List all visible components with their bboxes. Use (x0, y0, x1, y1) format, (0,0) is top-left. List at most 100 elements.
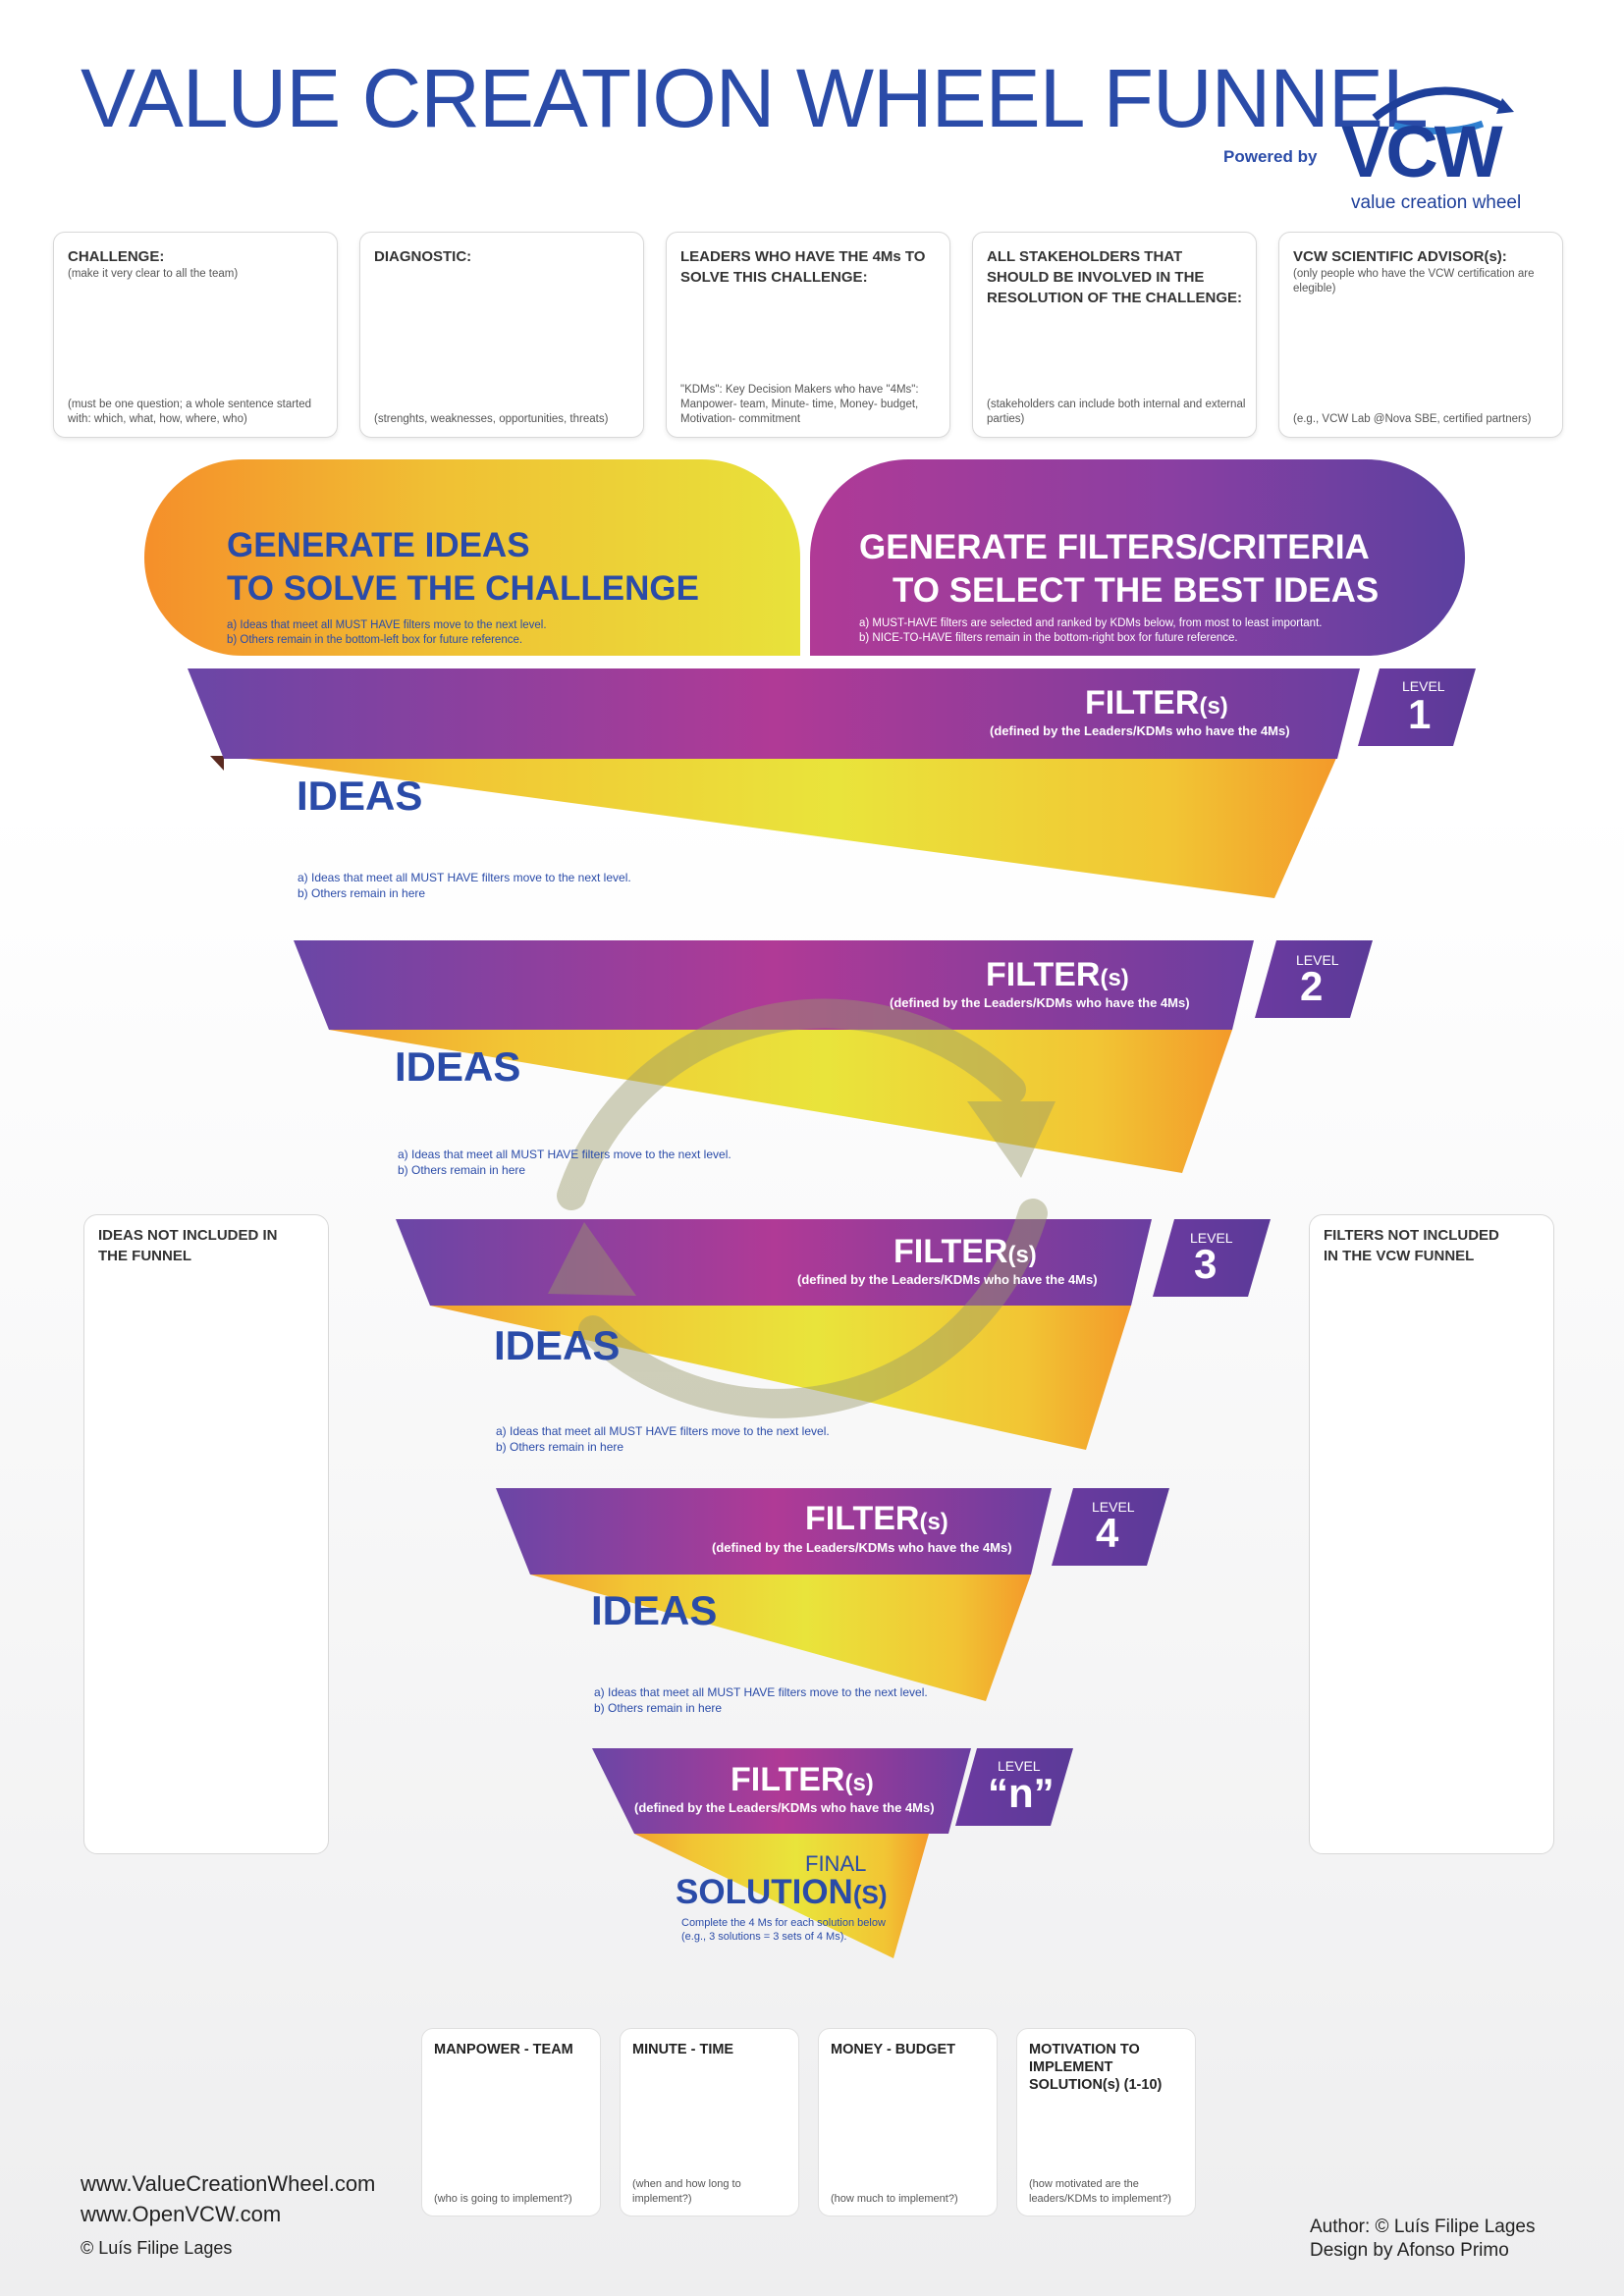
note-a: a) MUST-HAVE filters are selected and ra… (859, 616, 1323, 629)
box-title: MOTIVATION TO IMPLEMENT SOLUTION(s) (1-1… (1029, 2042, 1163, 2094)
diagnostic-box[interactable]: DIAGNOSTIC: (strenghts, weaknesses, oppo… (359, 232, 644, 438)
money-box[interactable]: MONEY - BUDGET (how much to implement?) (818, 2028, 998, 2216)
ideas-title-2: IDEAS (395, 1043, 521, 1090)
solution-word: SOLUTION (676, 1873, 853, 1911)
filter-word: FILTER (805, 1500, 920, 1537)
website-link-2[interactable]: www.OpenVCW.com (81, 2202, 282, 2226)
level-label-4: LEVEL (1092, 1499, 1135, 1515)
logo-subtitle: value creation wheel (1351, 192, 1522, 213)
challenge-box[interactable]: CHALLENGE: (make it very clear to all th… (53, 232, 338, 438)
filter-suffix: (s) (844, 1770, 874, 1796)
level-tab-2 (1255, 940, 1373, 1018)
note-b: b) Others remain in the bottom-left box … (227, 634, 523, 647)
box-title: VCW SCIENTIFIC ADVISOR(s): (1293, 248, 1507, 265)
level-number-2: 2 (1300, 963, 1324, 1009)
final-label: FINAL (805, 1851, 867, 1876)
level-label-n: LEVEL (998, 1758, 1041, 1774)
ideas-trapezoid-3 (430, 1306, 1131, 1450)
note-a: Complete the 4 Ms for each solution belo… (681, 1917, 886, 1929)
page-title: VALUE CREATION WHEEL FUNNEL (81, 52, 1429, 144)
generate-filters-line2: TO SELECT THE BEST IDEAS (893, 570, 1380, 610)
level-tab-4 (1052, 1488, 1169, 1566)
ideas-notes-1: a) Ideas that meet all MUST HAVE filters… (298, 870, 631, 901)
generate-ideas-panel: GENERATE IDEAS TO SOLVE THE CHALLENGE a)… (144, 459, 800, 656)
filter-word: FILTER (893, 1233, 1008, 1270)
filter-bar-1 (188, 668, 1360, 759)
generate-ideas-line1: GENERATE IDEAS (227, 526, 530, 564)
filters-not-included-box[interactable]: FILTERS NOT INCLUDED IN THE VCW FUNNEL (1309, 1214, 1554, 1854)
box-title: MONEY - BUDGET (831, 2042, 956, 2057)
note-a: a) Ideas that meet all MUST HAVE filters… (227, 618, 547, 631)
solution-notes: Complete the 4 Ms for each solution belo… (681, 1916, 886, 1945)
filter-title-2: FILTER(s) (986, 958, 1129, 991)
ideas-not-included-box[interactable]: IDEAS NOT INCLUDED IN THE FUNNEL (83, 1214, 329, 1854)
box-hint: (strenghts, weaknesses, opportunities, t… (374, 413, 609, 426)
note-b: b) Others remain in here (298, 886, 426, 901)
box-subtitle: (make it very clear to all the team) (68, 268, 239, 280)
generate-filters-line1: GENERATE FILTERS/CRITERIA (859, 528, 1370, 566)
generate-filters-notes: a) MUST-HAVE filters are selected and ra… (859, 616, 1465, 647)
box-hint: (when and how long to implement?) (632, 2178, 741, 2205)
box-title: CHALLENGE: (68, 248, 165, 265)
box-title: LEADERS WHO HAVE THE 4Ms TO SOLVE THIS C… (680, 248, 926, 286)
filter-defined-1: (defined by the Leaders/KDMs who have th… (990, 723, 1290, 738)
filter-bar-2 (294, 940, 1254, 1030)
note-b: b) NICE-TO-HAVE filters remain in the bo… (859, 632, 1238, 645)
filter-word: FILTER (731, 1761, 845, 1798)
filter-title-3: FILTER(s) (893, 1235, 1037, 1268)
filter-defined-n: (defined by the Leaders/KDMs who have th… (634, 1800, 935, 1815)
level-tab-1 (1358, 668, 1476, 746)
box-title: IDEAS NOT INCLUDED IN THE FUNNEL (98, 1227, 278, 1264)
filter-bar-n (592, 1748, 971, 1834)
level-label-1: LEVEL (1402, 678, 1445, 694)
level-tab-n (955, 1748, 1073, 1826)
filter-defined-4: (defined by the Leaders/KDMs who have th… (712, 1540, 1012, 1555)
copyright: © Luís Filipe Lages (81, 2238, 233, 2258)
logo-swoosh-icon (1372, 86, 1514, 134)
filter-bar-3 (396, 1219, 1152, 1306)
ideas-notes-2: a) Ideas that meet all MUST HAVE filters… (398, 1147, 731, 1178)
filter-word: FILTER (1085, 684, 1200, 721)
filter-bar-shadow-1 (210, 756, 224, 771)
note-a: a) Ideas that meet all MUST HAVE filters… (594, 1685, 928, 1699)
motivation-box[interactable]: MOTIVATION TO IMPLEMENT SOLUTION(s) (1-1… (1016, 2028, 1196, 2216)
level-tab-3 (1153, 1219, 1271, 1297)
solution-trapezoid (634, 1834, 929, 1958)
solution-suffix: (S) (852, 1880, 888, 1909)
note-b: b) Others remain in here (594, 1701, 723, 1716)
filter-title-1: FILTER(s) (1085, 686, 1228, 720)
note-a: a) Ideas that meet all MUST HAVE filters… (398, 1148, 731, 1161)
note-b: b) Others remain in here (496, 1440, 624, 1455)
box-title: MANPOWER - TEAM (434, 2042, 573, 2057)
box-subtitle: (only people who have the VCW certificat… (1293, 268, 1535, 294)
level-label-2: LEVEL (1296, 952, 1339, 968)
filter-title-4: FILTER(s) (805, 1502, 948, 1535)
level-label-3: LEVEL (1190, 1230, 1233, 1246)
cycle-arrow-icon (548, 998, 1056, 1418)
minute-box[interactable]: MINUTE - TIME (when and how long to impl… (620, 2028, 799, 2216)
filter-defined-2: (defined by the Leaders/KDMs who have th… (890, 995, 1190, 1010)
ideas-title-1: IDEAS (297, 773, 423, 819)
filter-title-n: FILTER(s) (731, 1763, 874, 1796)
level-number-1: 1 (1408, 691, 1432, 737)
ideas-trapezoid-2 (329, 1030, 1232, 1173)
note-b: b) Others remain in here (398, 1163, 526, 1178)
manpower-box[interactable]: MANPOWER - TEAM (who is going to impleme… (421, 2028, 601, 2216)
scientific-advisor-box[interactable]: VCW SCIENTIFIC ADVISOR(s): (only people … (1278, 232, 1563, 438)
box-hint: (how much to implement?) (831, 2192, 958, 2205)
box-hint: (must be one question; a whole sentence … (68, 399, 312, 426)
box-hint: (how motivated are the leaders/KDMs to i… (1029, 2178, 1171, 2205)
stakeholders-box[interactable]: ALL STAKEHOLDERS THAT SHOULD BE INVOLVED… (972, 232, 1257, 438)
filter-word: FILTER (986, 956, 1101, 993)
box-hint: (stakeholders can include both internal … (987, 399, 1246, 426)
box-hint: "KDMs": Key Decision Makers who have "4M… (680, 384, 919, 426)
website-link-1[interactable]: www.ValueCreationWheel.com (81, 2171, 376, 2196)
leaders-box[interactable]: LEADERS WHO HAVE THE 4Ms TO SOLVE THIS C… (666, 232, 950, 438)
note-a: a) Ideas that meet all MUST HAVE filters… (496, 1424, 830, 1438)
ideas-notes-4: a) Ideas that meet all MUST HAVE filters… (594, 1684, 928, 1716)
ideas-trapezoid-1 (224, 756, 1337, 898)
filter-bar-4 (496, 1488, 1052, 1575)
box-title: DIAGNOSTIC: (374, 248, 472, 265)
box-hint: (who is going to implement?) (434, 2192, 572, 2205)
